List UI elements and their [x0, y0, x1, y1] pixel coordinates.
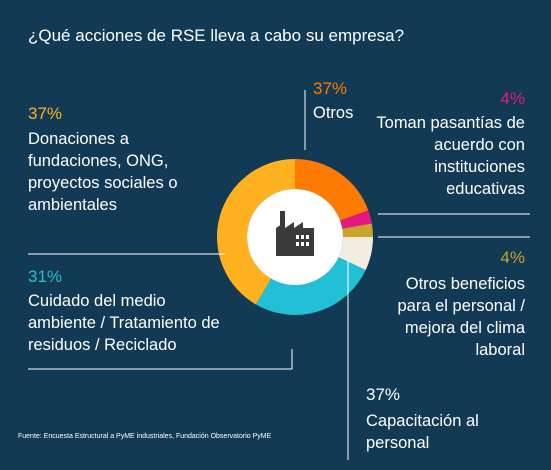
factory-icon: [276, 211, 314, 256]
pie-slice-2: [340, 210, 372, 229]
label-donaciones: Donaciones a fundaciones, ONG, proyectos…: [28, 130, 178, 214]
chart-title: ¿Qué acciones de RSE lleva a cabo su emp…: [28, 26, 405, 45]
label-cuidado: Cuidado del medio ambiente / Tratamiento…: [28, 292, 220, 354]
pct-otros: 37%: [313, 79, 348, 98]
pct-cuidado: 31%: [28, 267, 63, 286]
label-capacitacion: Capacitación al personal: [366, 412, 479, 452]
label-pasantias: Toman pasantías de acuerdo con instituci…: [376, 114, 525, 198]
source-note: Fuente: Encuesta Estructural a PyME indu…: [18, 433, 272, 440]
pct-pasantias: 4%: [500, 89, 525, 108]
leader-lines: [28, 90, 530, 460]
pie-slice-6: [216, 159, 295, 305]
pie-slice-5: [256, 257, 366, 316]
label-otros: Otros: [313, 104, 354, 122]
pie-slice-3: [342, 223, 373, 237]
pie-slice-1: [295, 159, 369, 221]
pie-slice-4: [338, 237, 373, 270]
pct-donaciones: 37%: [28, 104, 63, 123]
pct-beneficios: 4%: [500, 248, 525, 267]
label-beneficios: Otros beneficios para el personal / mejo…: [397, 275, 526, 359]
pct-capacitacion: 37%: [366, 385, 401, 404]
leader-line-cuidado: [28, 349, 293, 370]
